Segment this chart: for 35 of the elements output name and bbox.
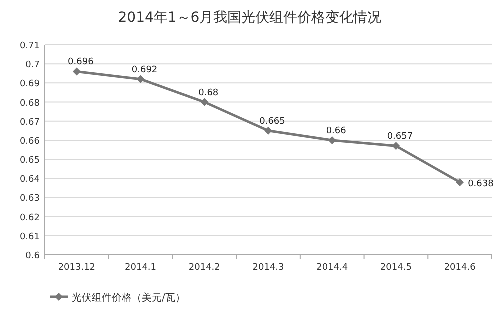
y-tick-label: 0.64 — [20, 175, 40, 186]
y-tick-label: 0.63 — [20, 194, 40, 204]
y-tick-label: 0.62 — [20, 213, 40, 224]
x-tick-label: 2014.2 — [188, 263, 220, 273]
x-tick-label: 2014.6 — [444, 263, 476, 273]
x-tick-label: 2013.12 — [58, 263, 96, 273]
data-label: 0.657 — [387, 132, 414, 142]
data-label: 0.68 — [198, 88, 219, 98]
point — [328, 136, 336, 144]
data-label: 0.66 — [326, 126, 347, 136]
chart-title: 2014年1～6月我国光伏组件价格变化情况 — [118, 10, 382, 26]
x-tick-label: 2014.5 — [380, 263, 412, 273]
x-tick-label: 2014.1 — [125, 263, 157, 273]
y-tick-label: 0.66 — [20, 136, 40, 147]
data-label: 0.696 — [68, 58, 94, 68]
y-tick-label: 0.61 — [20, 232, 40, 242]
y-tick-label: 0.65 — [20, 156, 40, 166]
point — [72, 68, 81, 76]
y-tick-label: 0.7 — [26, 60, 40, 71]
point — [456, 178, 464, 186]
data-label: 0.692 — [132, 65, 158, 76]
y-tick-label: 0.67 — [20, 118, 40, 128]
legend-label: 光伏组件价格（美元/瓦） — [72, 292, 186, 304]
point — [136, 75, 145, 84]
x-tick-label: 2014.4 — [316, 263, 348, 273]
point — [200, 98, 209, 106]
y-tick-label: 0.68 — [20, 98, 40, 109]
point — [264, 126, 272, 135]
y-tick-label: 0.69 — [20, 80, 40, 90]
x-tick-label: 2014.3 — [252, 263, 284, 273]
data-label: 0.665 — [260, 116, 286, 127]
point — [392, 142, 400, 150]
data-label: 0.638 — [468, 179, 494, 190]
y-tick-label: 0.71 — [20, 42, 40, 52]
y-tick-label: 0.6 — [26, 252, 40, 262]
